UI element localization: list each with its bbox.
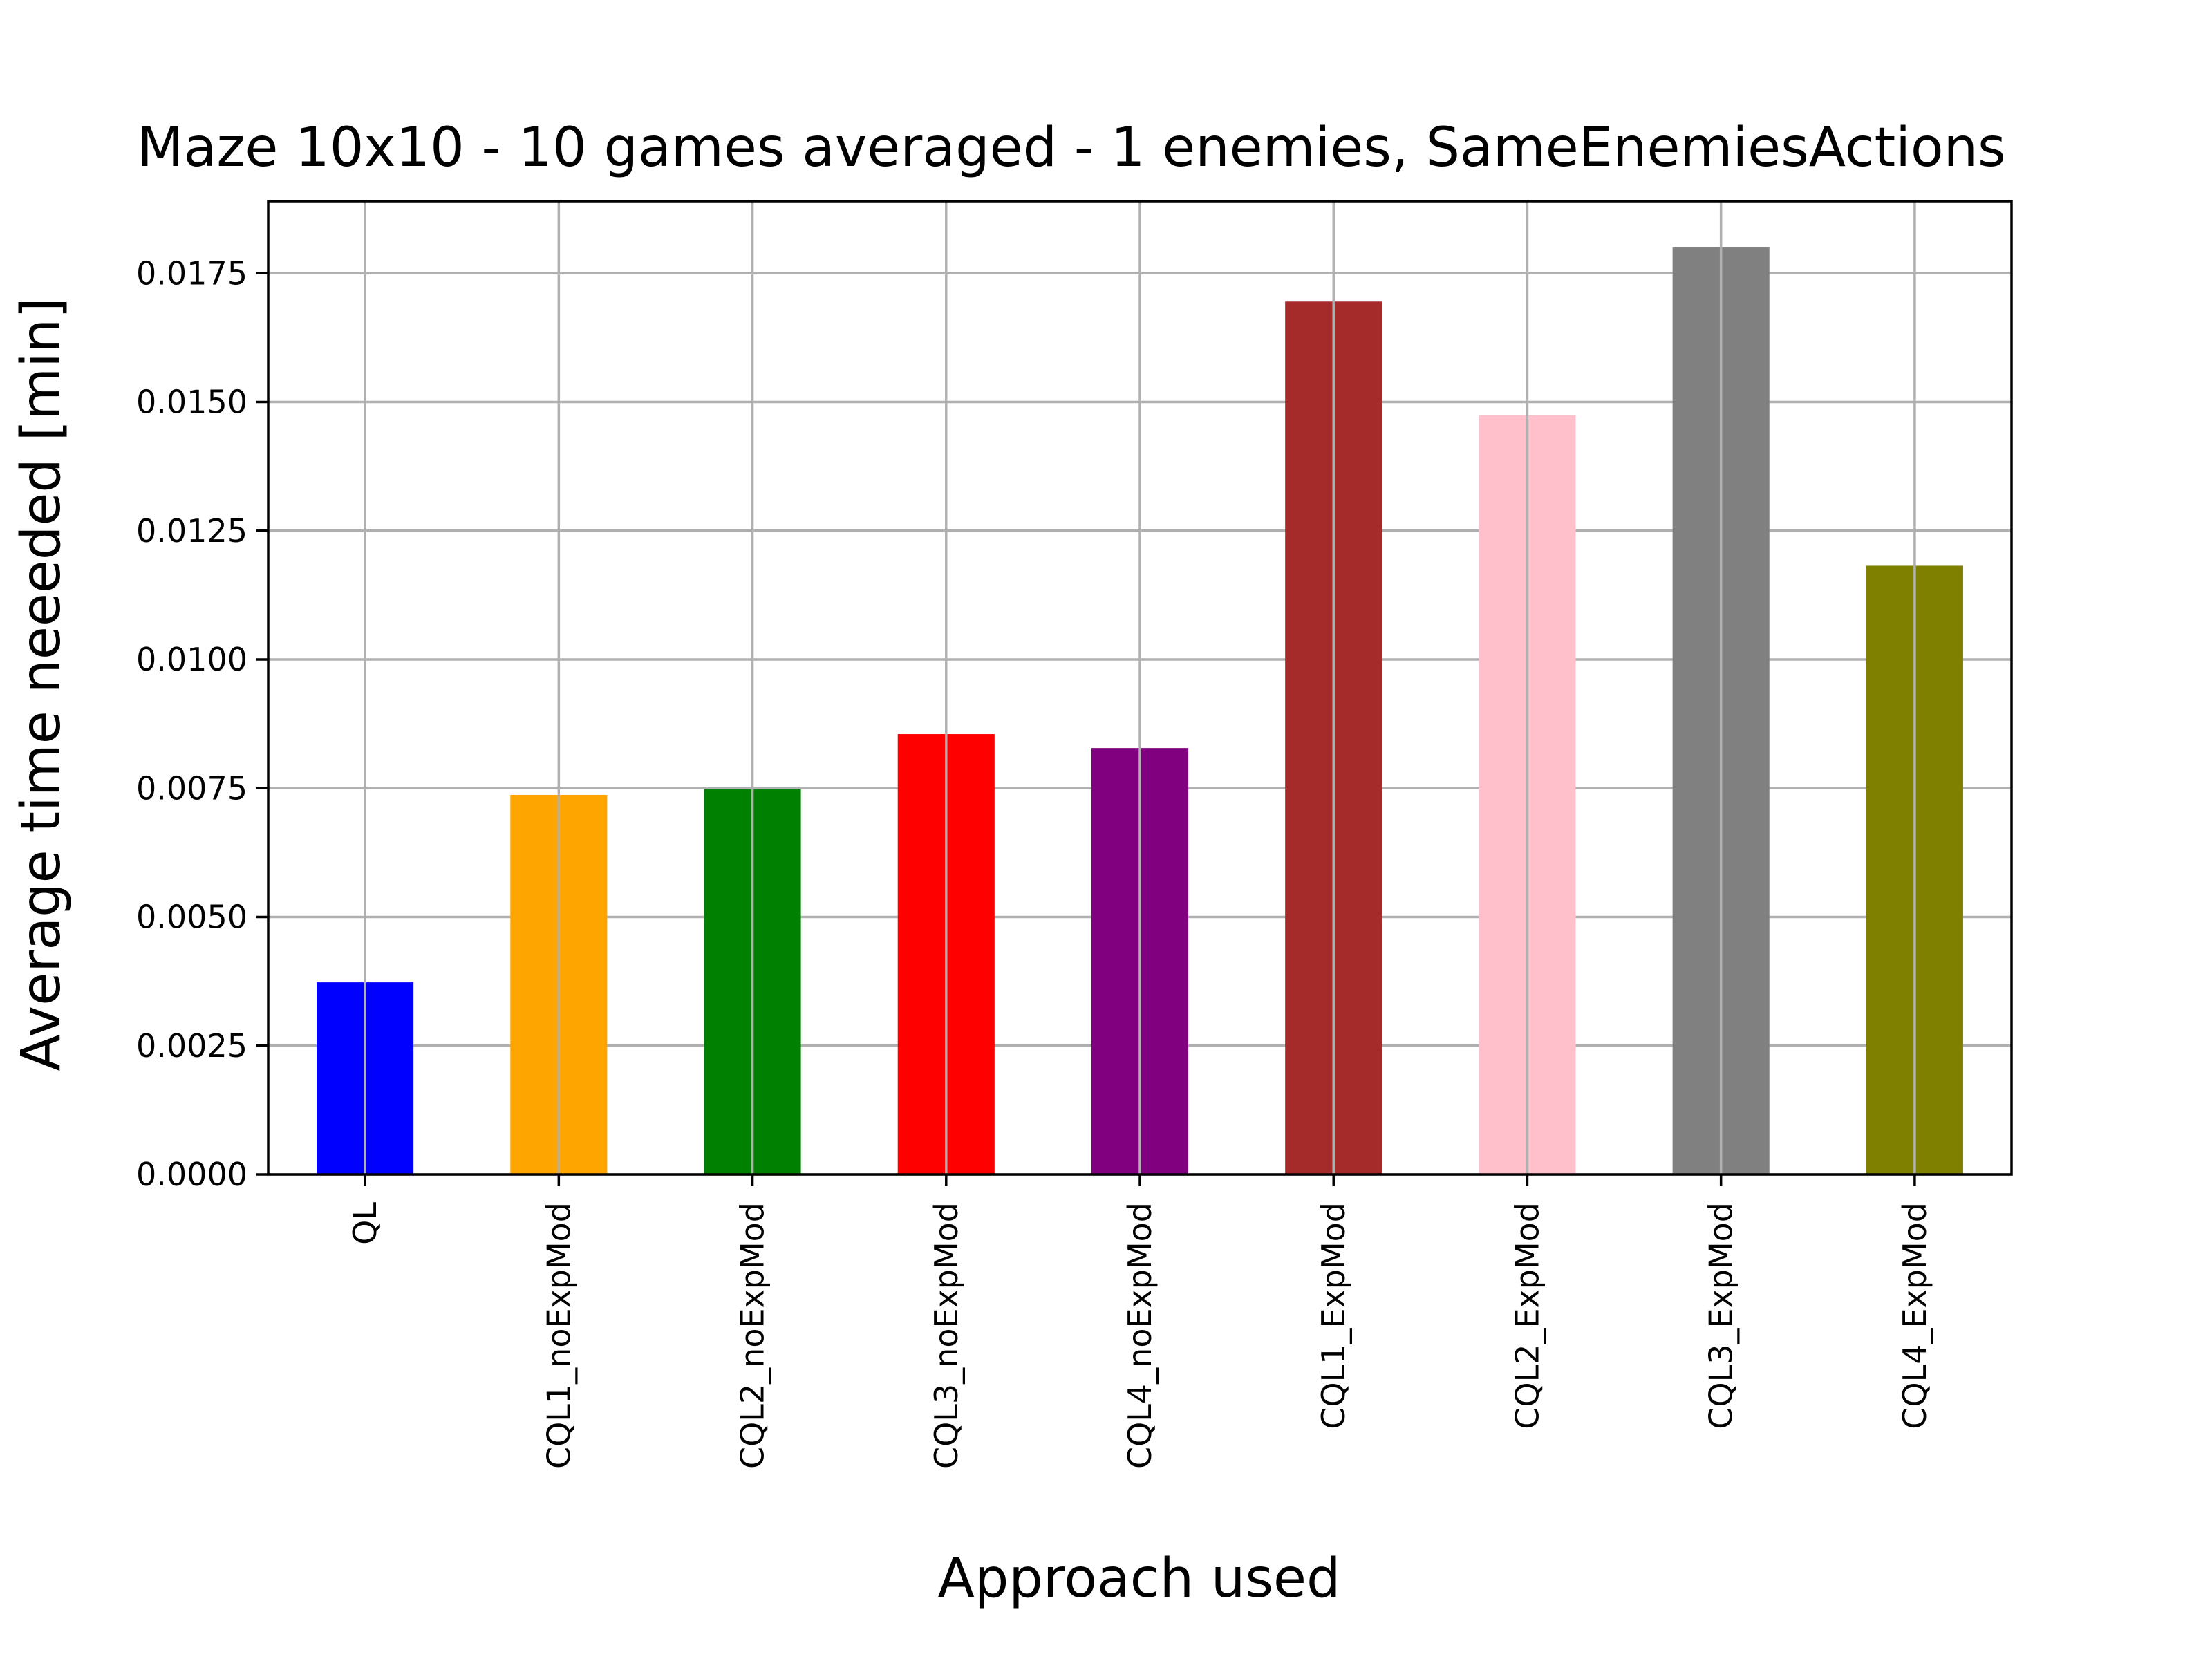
y-tick-label: 0.0000 <box>136 1156 247 1193</box>
x-tick-label: CQL4_ExpMod <box>1896 1202 1933 1430</box>
y-tick-label: 0.0025 <box>136 1027 247 1065</box>
x-axis: QL CQL1_noExpMod CQL2_noExpMod CQL3_noExpMo… <box>346 1174 1933 1469</box>
chart-title: Maze 10x10 - 10 games averaged - 1 enemi… <box>137 117 2005 179</box>
y-axis: 0.0000 0.0025 0.0050 0.0075 0.0100 0.0125 0.01… <box>136 254 268 1193</box>
y-tick-label: 0.0100 <box>136 641 247 678</box>
y-tick-label: 0.0075 <box>136 769 247 807</box>
y-axis-label: Average time neeeded [min] <box>10 297 73 1071</box>
vertical-grid-lines <box>364 201 1916 1174</box>
x-tick-label: QL <box>346 1202 384 1245</box>
y-tick-label: 0.0050 <box>136 899 247 936</box>
x-tick-label: CQL4_noExpMod <box>1121 1202 1159 1469</box>
y-tick-label: 0.0150 <box>136 384 247 421</box>
y-tick-label: 0.0175 <box>136 254 247 292</box>
x-tick-label: CQL1_ExpMod <box>1315 1202 1352 1430</box>
x-tick-label: CQL2_ExpMod <box>1508 1202 1546 1430</box>
x-tick-label: CQL1_noExpMod <box>540 1202 577 1469</box>
x-axis-label: Approach used <box>938 1548 1341 1610</box>
y-tick-label: 0.0125 <box>136 512 247 550</box>
x-tick-label: CQL3_noExpMod <box>928 1202 965 1469</box>
x-tick-label: CQL3_ExpMod <box>1703 1202 1740 1430</box>
x-tick-label: CQL2_noExpMod <box>734 1202 771 1469</box>
